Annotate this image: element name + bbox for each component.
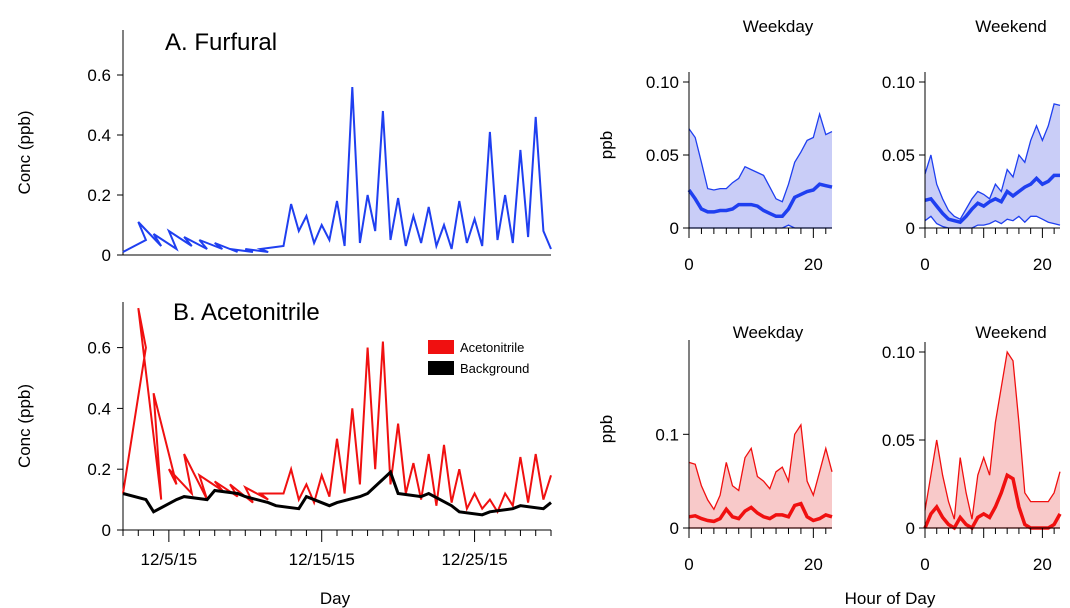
- y-axis-label: ppb: [597, 131, 616, 159]
- series-line-acetonitrile: [122, 307, 552, 514]
- range-band: [925, 352, 1060, 528]
- panel-title: A. Furfural: [165, 29, 277, 56]
- x-tick-label: 12/25/15: [441, 550, 507, 569]
- y-tick-label: 0.1: [655, 425, 679, 444]
- range-band: [925, 103, 1060, 228]
- legend-label: Background: [460, 361, 529, 376]
- panel-title: Weekday: [743, 17, 814, 36]
- series-line-a: [122, 86, 552, 253]
- upper-line: [924, 350, 1061, 520]
- x-tick-label: 0: [920, 255, 929, 274]
- y-tick-label: 0.6: [87, 339, 111, 358]
- range-band: [689, 114, 832, 228]
- y-tick-label: 0: [670, 219, 679, 238]
- y-axis-label: Conc (ppb): [15, 384, 34, 468]
- y-tick-label: 0: [906, 519, 915, 538]
- y-tick-label: 0.2: [87, 460, 111, 479]
- panel-title: Weekday: [733, 323, 804, 342]
- x-tick-label: 12/5/15: [140, 550, 197, 569]
- median-line: [688, 501, 833, 524]
- y-tick-label: 0.10: [646, 73, 679, 92]
- x-tick-label: 20: [1033, 555, 1052, 574]
- legend-label: Acetonitrile: [460, 340, 524, 355]
- upper-line: [688, 423, 833, 511]
- x-axis-label-hour: Hour of Day: [845, 589, 936, 608]
- y-axis-label: Conc (ppb): [15, 110, 34, 194]
- range-band: [689, 424, 832, 528]
- panel-title: Weekend: [975, 17, 1047, 36]
- panel-D1: [683, 340, 833, 538]
- panel-title: B. Acetonitrile: [173, 299, 320, 326]
- x-tick-label: 0: [920, 555, 929, 574]
- y-tick-label: 0.6: [87, 66, 111, 85]
- y-tick-label: 0.4: [87, 399, 111, 418]
- y-tick-label: 0.05: [646, 146, 679, 165]
- panel-B: [117, 302, 552, 542]
- panel-D2: [919, 342, 1062, 538]
- x-tick-label: 12/15/15: [289, 550, 355, 569]
- y-tick-label: 0: [102, 521, 111, 540]
- y-tick-label: 0: [670, 519, 679, 538]
- y-tick-label: 0.2: [87, 186, 111, 205]
- y-tick-label: 0.05: [882, 431, 915, 450]
- y-tick-label: 0: [102, 246, 111, 265]
- x-tick-label: 20: [1033, 255, 1052, 274]
- y-tick-label: 0.10: [882, 73, 915, 92]
- upper-line: [924, 103, 1061, 221]
- y-tick-label: 0: [906, 219, 915, 238]
- panel-A: [117, 30, 552, 256]
- legend: [428, 340, 454, 375]
- x-axis-label: Day: [320, 589, 351, 608]
- panel-title: Weekend: [975, 323, 1047, 342]
- median-line: [687, 182, 833, 219]
- x-tick-label: 20: [804, 255, 823, 274]
- upper-line: [688, 111, 833, 203]
- y-tick-label: 0.4: [87, 126, 111, 145]
- panel-C2: [919, 72, 1061, 238]
- legend-swatch: [428, 361, 454, 375]
- series-line-background: [122, 469, 552, 517]
- median-line: [924, 173, 1060, 225]
- x-tick-label: 0: [684, 555, 693, 574]
- x-tick-label: 20: [804, 555, 823, 574]
- x-tick-label: 0: [684, 255, 693, 274]
- panel-C1: [683, 72, 833, 238]
- legend-swatch: [428, 340, 454, 354]
- y-tick-label: 0.10: [882, 343, 915, 362]
- y-axis-label: ppb: [597, 415, 616, 443]
- y-tick-label: 0.05: [882, 146, 915, 165]
